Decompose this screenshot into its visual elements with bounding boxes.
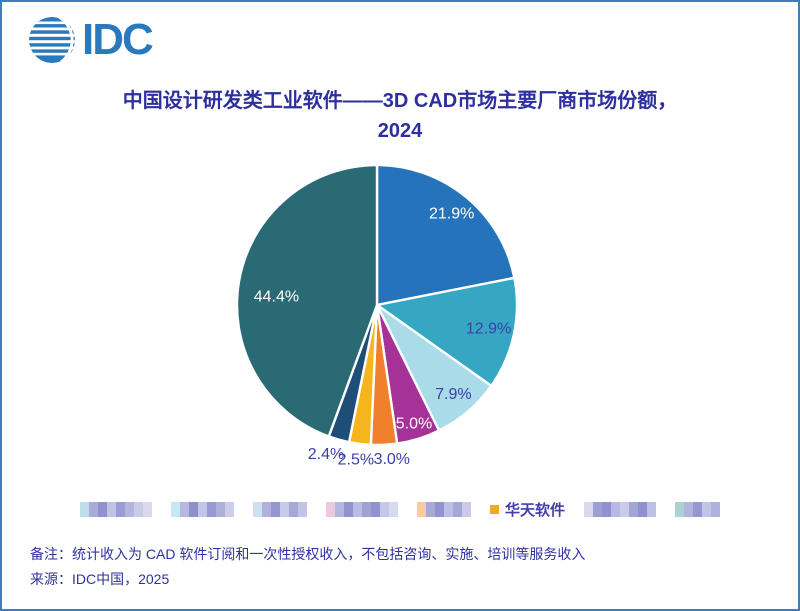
footnotes: 备注：统计收入为 CAD 软件订阅和一次性授权收入，不包括咨询、实施、培训等服务… <box>30 542 585 592</box>
pie-slice-44.4% <box>235 163 379 438</box>
pie-label-21.9%: 21.9% <box>429 206 474 223</box>
mosaic-block <box>461 502 471 517</box>
pie-chart-area: 21.9% 12.9% 7.9% 5.0% 3.0% 2.5% 2.4% 44.4% <box>207 135 547 475</box>
footnote-remark: 备注：统计收入为 CAD 软件订阅和一次性授权收入，不包括咨询、实施、培训等服务… <box>30 546 586 562</box>
idc-globe-icon <box>29 17 75 63</box>
mosaic-block <box>379 502 389 517</box>
mosaic-block <box>693 502 702 517</box>
legend-item-censored-8 <box>675 502 720 517</box>
mosaic-block <box>206 502 216 517</box>
mosaic-block <box>584 502 593 517</box>
censored-mosaic <box>325 502 398 517</box>
censored-mosaic <box>584 502 656 517</box>
mosaic-block <box>106 502 116 517</box>
mosaic-block <box>702 502 711 517</box>
chart-title-line1: 中国设计研发类工业软件——3D CAD市场主要厂商市场份额， <box>122 90 678 112</box>
mosaic-block <box>620 502 629 517</box>
mosaic-block <box>270 502 280 517</box>
footnote-source: 来源：IDC中国，2025 <box>30 571 170 587</box>
pie-label-44.4%: 44.4% <box>254 289 299 306</box>
mosaic-block <box>115 502 125 517</box>
mosaic-block <box>133 502 143 517</box>
mosaic-block <box>434 502 444 517</box>
censored-mosaic <box>79 502 152 517</box>
mosaic-block <box>343 502 353 517</box>
mosaic-block <box>352 502 362 517</box>
mosaic-block <box>79 502 89 517</box>
mosaic-block <box>611 502 620 517</box>
idc-logo-text: IDC <box>82 15 154 64</box>
idc-logo: IDC <box>28 15 154 64</box>
pie-label-12.9%: 12.9% <box>466 320 511 337</box>
pie-label-5.0%: 5.0% <box>396 416 432 433</box>
legend-item-censored-5 <box>416 502 471 517</box>
mosaic-block <box>215 502 225 517</box>
mosaic-block <box>88 502 98 517</box>
mosaic-block <box>370 502 380 517</box>
mosaic-block <box>675 502 684 517</box>
mosaic-block <box>325 502 335 517</box>
legend-item-huatian: 华天软件 <box>489 499 565 520</box>
legend-item-censored-1 <box>79 502 152 517</box>
mosaic-block <box>279 502 289 517</box>
censored-mosaic <box>170 502 234 517</box>
chart-title-line2: 2024 <box>377 120 423 142</box>
mosaic-block <box>452 502 462 517</box>
mosaic-block <box>593 502 602 517</box>
pie-label-7.9%: 7.9% <box>435 386 471 403</box>
mosaic-block <box>334 502 344 517</box>
mosaic-block <box>711 502 720 517</box>
mosaic-block <box>443 502 453 517</box>
mosaic-block <box>97 502 107 517</box>
mosaic-block <box>361 502 371 517</box>
mosaic-block <box>170 502 180 517</box>
mosaic-block <box>647 502 656 517</box>
legend-item-censored-2 <box>170 502 234 517</box>
mosaic-block <box>297 502 307 517</box>
pie-chart: 21.9% 12.9% 7.9%5.0% 3.0%2.5%2.4% 44.4% <box>235 163 519 468</box>
mosaic-block <box>179 502 189 517</box>
mosaic-block <box>629 502 638 517</box>
mosaic-block <box>224 502 234 517</box>
pie-label-3.0%: 3.0% <box>374 451 410 468</box>
chart-title: 中国设计研发类工业软件——3D CAD市场主要厂商市场份额， 2024 <box>2 86 798 146</box>
mosaic-block <box>425 502 435 517</box>
legend-label: 华天软件 <box>504 502 565 519</box>
legend-item-censored-7 <box>584 502 656 517</box>
pie-slice-21.9% <box>375 163 516 307</box>
censored-mosaic <box>675 502 720 517</box>
mosaic-block <box>388 502 398 517</box>
mosaic-block <box>261 502 271 517</box>
mosaic-block <box>252 502 262 517</box>
mosaic-block <box>416 502 426 517</box>
pie-label-2.4%: 2.4% <box>308 446 344 463</box>
mosaic-block <box>197 502 207 517</box>
mosaic-block <box>124 502 134 517</box>
censored-mosaic <box>416 502 471 517</box>
legend-marker <box>489 505 499 514</box>
mosaic-block <box>188 502 198 517</box>
pie-label-2.5%: 2.5% <box>338 451 374 468</box>
legend-item-censored-3 <box>252 502 307 517</box>
pie-slice-12.9% <box>375 276 519 388</box>
mosaic-block <box>288 502 298 517</box>
mosaic-block <box>638 502 647 517</box>
mosaic-block <box>602 502 611 517</box>
mosaic-block <box>142 502 152 517</box>
mosaic-block <box>684 502 693 517</box>
censored-mosaic <box>252 502 307 517</box>
legend: 华天软件 <box>2 499 798 520</box>
legend-item-censored-4 <box>325 502 398 517</box>
